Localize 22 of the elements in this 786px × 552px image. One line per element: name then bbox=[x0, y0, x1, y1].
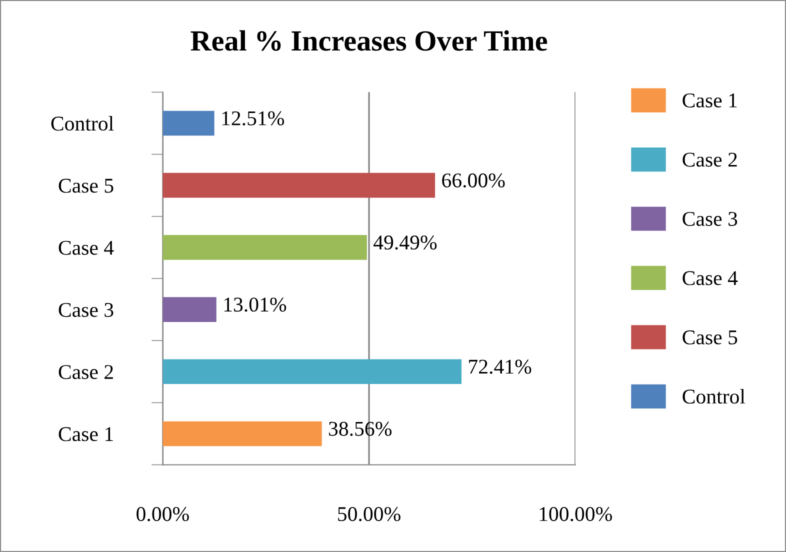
data-label: 38.56% bbox=[329, 422, 392, 436]
y-tick-label: Case 1 bbox=[58, 427, 113, 442]
legend-label: Control bbox=[682, 388, 746, 404]
legend-label: Case 3 bbox=[682, 212, 738, 226]
y-tick-label: Control bbox=[51, 116, 114, 131]
y-tick-label: Case 3 bbox=[58, 302, 114, 317]
data-label: 13.01% bbox=[224, 298, 286, 312]
data-label: 72.41% bbox=[469, 360, 532, 374]
legend-label: Case 4 bbox=[682, 271, 738, 286]
legend-label: Case 2 bbox=[682, 152, 737, 167]
y-tick-label: Case 5 bbox=[58, 178, 114, 193]
data-label: 66.00% bbox=[442, 173, 505, 188]
x-tick-label: 0.00% bbox=[136, 507, 189, 522]
legend-label: Case 1 bbox=[682, 93, 737, 108]
y-tick-label: Case 4 bbox=[58, 240, 114, 255]
chart-title: Real % Increases Over Time bbox=[190, 30, 548, 51]
legend-label: Case 5 bbox=[682, 330, 738, 344]
x-tick-label: 50.00% bbox=[338, 507, 400, 522]
x-tick-label: 100.00% bbox=[540, 507, 612, 522]
data-label: 12.51% bbox=[222, 111, 284, 126]
y-tick-label: Case 2 bbox=[58, 365, 113, 380]
data-label: 49.49% bbox=[374, 235, 437, 250]
